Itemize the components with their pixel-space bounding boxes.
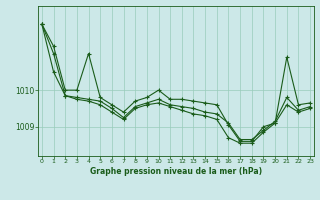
X-axis label: Graphe pression niveau de la mer (hPa): Graphe pression niveau de la mer (hPa) xyxy=(90,167,262,176)
